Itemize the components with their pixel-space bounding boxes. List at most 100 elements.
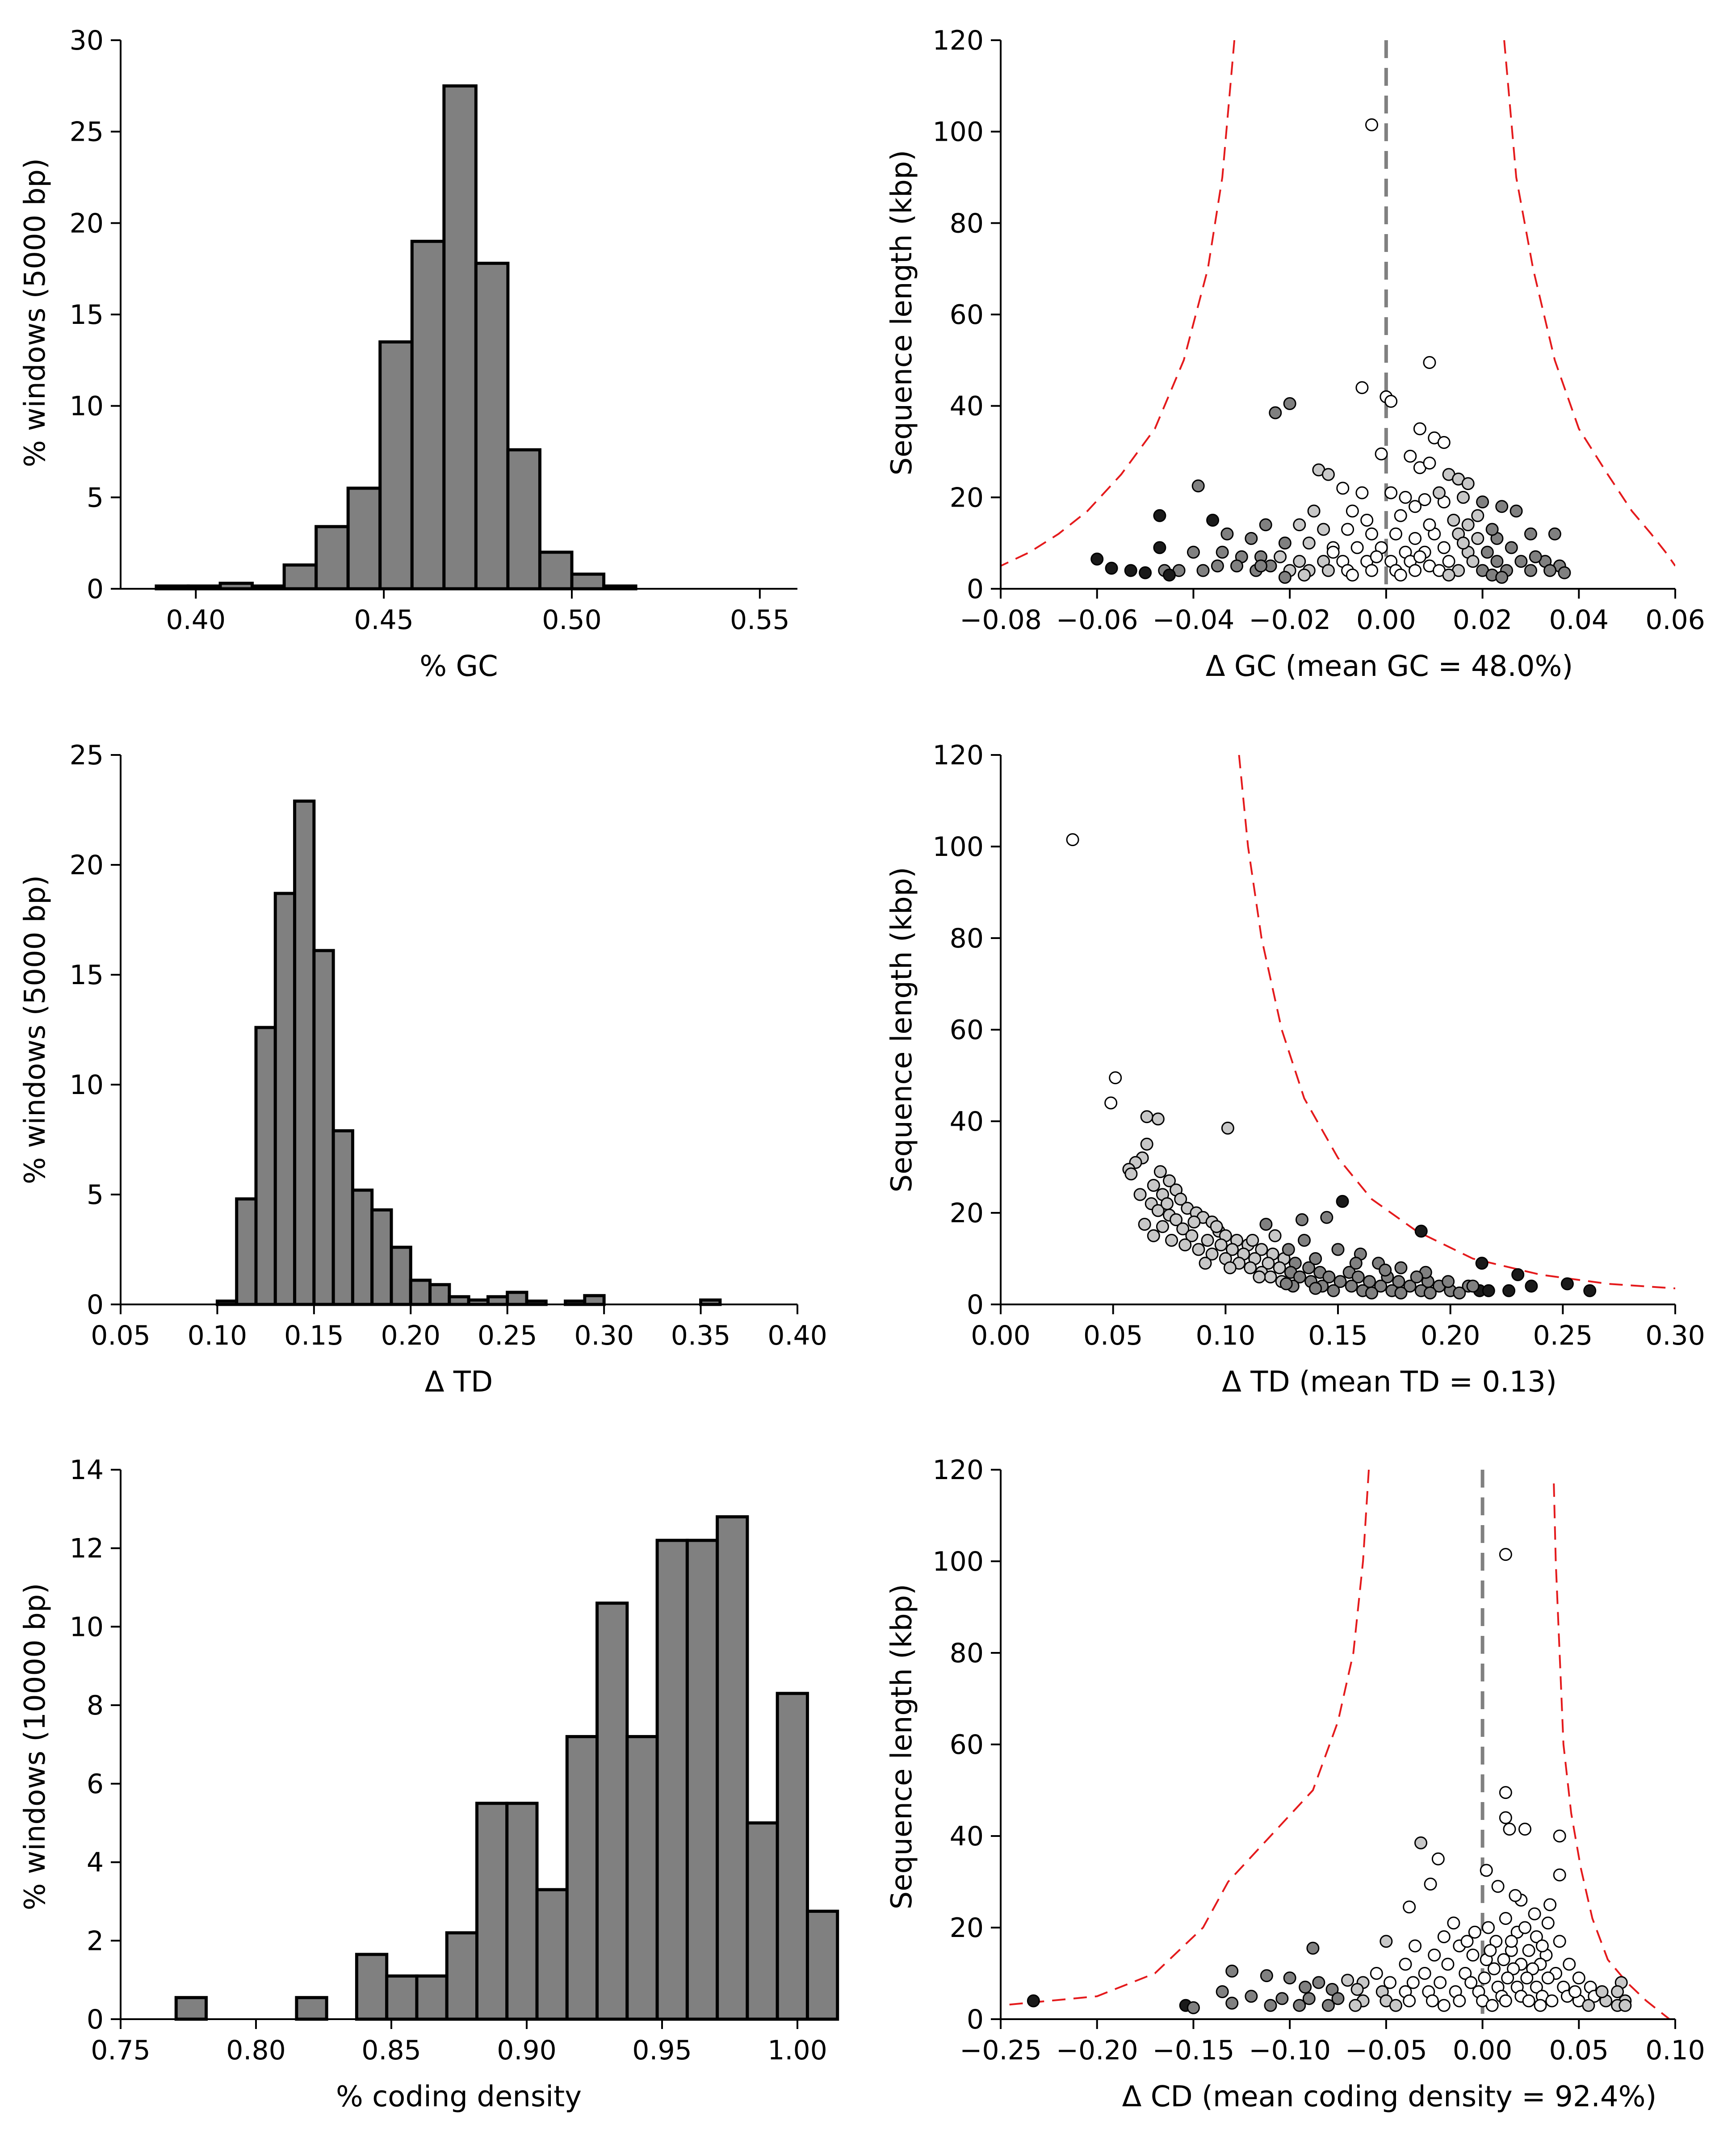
panel-cd-histogram: 0.75 0.80 0.85 0.90 0.95 1.00 0 2 4 6 8 10 12 14 % co… <box>19 1455 839 2113</box>
histogram-bar <box>445 1931 478 2021</box>
x-tick-label: 0.04 <box>1549 604 1609 636</box>
y-tick-label: 80 <box>950 208 984 239</box>
scatter-point <box>1349 1257 1363 1270</box>
histogram-bar <box>390 1245 412 1306</box>
scatter-point <box>1187 1216 1201 1228</box>
scatter-point <box>1254 559 1267 573</box>
scatter-point <box>1414 1224 1428 1238</box>
y-axis-label: Sequence length (kbp) <box>885 150 918 476</box>
scatter-point <box>1109 1071 1122 1085</box>
scatter-point <box>1543 564 1557 577</box>
scatter-point <box>1199 1257 1212 1270</box>
scatter-point <box>1275 1992 1289 2005</box>
scatter-point <box>1399 490 1412 504</box>
histogram-bar <box>254 1026 277 1306</box>
scatter-point <box>1278 537 1292 550</box>
scatter-point <box>1442 568 1455 582</box>
x-tick-label: 0.40 <box>166 604 226 636</box>
scatter-point <box>1453 1286 1466 1300</box>
scatter-point <box>1090 552 1104 566</box>
scatter-point <box>1295 1213 1308 1226</box>
scatter-point <box>1259 518 1272 532</box>
histogram-bar <box>351 1188 374 1306</box>
scatter-point <box>1185 1229 1199 1242</box>
scatter-point <box>1214 1238 1228 1252</box>
scatter-point <box>1322 1270 1336 1283</box>
histogram-bar <box>746 1821 779 2021</box>
scatter-point <box>1253 1270 1266 1283</box>
scatter-point <box>1480 1864 1493 1877</box>
x-tick-label: −0.04 <box>1152 604 1234 636</box>
scatter-point <box>1283 1971 1296 1985</box>
scatter-point <box>1346 568 1359 582</box>
scatter-point <box>1466 555 1480 568</box>
scatter-point <box>1244 1261 1257 1274</box>
scatter-point <box>1302 1992 1316 2005</box>
y-tick-label: 60 <box>950 299 984 331</box>
scatter-point <box>1325 1983 1339 1996</box>
x-tick-label: 0.06 <box>1645 604 1705 636</box>
scatter-point <box>1302 1261 1316 1274</box>
scatter-point <box>1336 1195 1349 1208</box>
x-tick-label: −0.06 <box>1056 604 1138 636</box>
scatter-point <box>1320 1211 1333 1224</box>
scatter-point <box>1246 1234 1259 1247</box>
histogram-bar <box>273 892 297 1306</box>
histogram-bar <box>409 1279 432 1306</box>
scatter-point <box>1471 509 1484 522</box>
panel-td-scatter: 0.00 0.05 0.10 0.15 0.20 0.25 0.30 0 20 40 60 80 100… <box>885 740 1705 1399</box>
x-tick-label: 0.10 <box>1645 2035 1705 2066</box>
x-axis-label: % GC <box>419 650 498 683</box>
scatter-point <box>1187 545 1200 559</box>
scatter-point <box>1413 422 1426 436</box>
scatter-point <box>1355 381 1369 394</box>
scatter-point <box>1503 1823 1516 1836</box>
x-tick-label: −0.05 <box>1345 2035 1427 2066</box>
scatter-point <box>1027 1994 1040 2008</box>
scatter-point <box>1360 514 1374 527</box>
scatter-point <box>1468 1925 1481 1939</box>
scatter-point <box>1298 568 1311 582</box>
scatter-point <box>1464 1976 1478 1989</box>
histogram-bar <box>415 1974 449 2021</box>
histogram-bar <box>442 84 478 591</box>
y-tick-label: 12 <box>70 1533 104 1564</box>
histogram-bar <box>805 1909 839 2021</box>
y-tick-label: 6 <box>87 1769 104 1800</box>
x-tick-label: 0.20 <box>381 1320 440 1351</box>
confidence-bound-line <box>1503 40 1675 566</box>
scatter-point <box>1409 564 1422 577</box>
scatter-point <box>1524 527 1537 541</box>
scatter-point <box>1489 1935 1503 1948</box>
y-tick-label: 25 <box>70 117 104 148</box>
y-tick-label: 40 <box>950 1106 984 1137</box>
scatter-point <box>1426 1994 1439 2008</box>
scatter-point <box>1485 523 1499 536</box>
scatter-point <box>1534 1999 1547 2012</box>
y-tick-label: 40 <box>950 391 984 422</box>
scatter-point <box>1497 1953 1510 1966</box>
scatter-point <box>1133 1188 1147 1201</box>
histogram-bar <box>538 550 574 591</box>
y-tick-label: 15 <box>70 299 104 331</box>
x-tick-label: 0.10 <box>188 1320 247 1351</box>
y-tick-label: 10 <box>70 1611 104 1643</box>
scatter-point <box>1399 1958 1412 1971</box>
scatter-point <box>1480 545 1494 559</box>
scatter-point <box>1298 1234 1311 1247</box>
y-tick-label: 10 <box>70 1069 104 1101</box>
scatter-point <box>1124 1167 1138 1181</box>
scatter-point <box>1509 1889 1522 1902</box>
scatter-point <box>1153 1165 1167 1178</box>
scatter-point <box>1216 545 1229 559</box>
x-tick-label: 0.05 <box>1549 2035 1609 2066</box>
scatter-point <box>1151 1204 1165 1217</box>
scatter-point <box>1424 1878 1437 1891</box>
histogram-bar <box>486 1295 509 1306</box>
histogram-bar <box>565 1735 599 2021</box>
scatter-point <box>1495 500 1509 513</box>
scatter-point <box>1505 541 1518 554</box>
scatter-point <box>1147 1179 1160 1192</box>
histogram-bar <box>506 1291 528 1306</box>
scatter-point <box>1548 527 1561 541</box>
